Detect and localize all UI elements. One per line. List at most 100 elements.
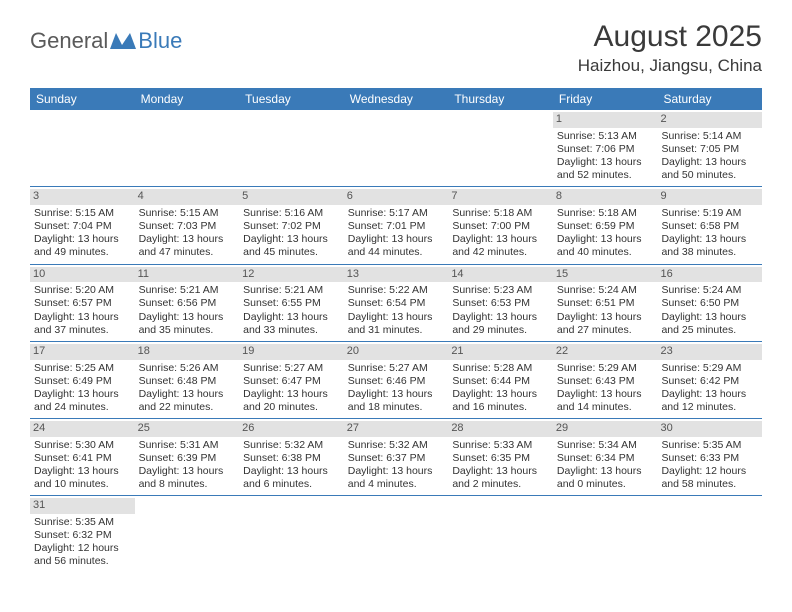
day-info-line: and 6 minutes. bbox=[243, 478, 340, 491]
day-cell: 20Sunrise: 5:27 AMSunset: 6:46 PMDayligh… bbox=[344, 342, 449, 418]
day-cell: . bbox=[239, 110, 344, 186]
day-info-line: Sunset: 6:38 PM bbox=[243, 452, 340, 465]
day-info-line: and 18 minutes. bbox=[348, 401, 445, 414]
day-info-line: Sunrise: 5:14 AM bbox=[661, 130, 758, 143]
day-number: 12 bbox=[239, 267, 344, 283]
day-info-line: Sunset: 6:56 PM bbox=[139, 297, 236, 310]
day-info-line: Sunrise: 5:29 AM bbox=[557, 362, 654, 375]
day-info-line: Daylight: 13 hours bbox=[243, 388, 340, 401]
day-info-line: Daylight: 13 hours bbox=[243, 311, 340, 324]
day-info-line: Daylight: 13 hours bbox=[139, 233, 236, 246]
day-info-line: and 33 minutes. bbox=[243, 324, 340, 337]
day-info-line: Sunset: 7:06 PM bbox=[557, 143, 654, 156]
day-info-line: Daylight: 13 hours bbox=[452, 465, 549, 478]
day-info-line: Sunset: 6:51 PM bbox=[557, 297, 654, 310]
day-cell: 19Sunrise: 5:27 AMSunset: 6:47 PMDayligh… bbox=[239, 342, 344, 418]
day-info-line: Sunrise: 5:30 AM bbox=[34, 439, 131, 452]
day-cell: 10Sunrise: 5:20 AMSunset: 6:57 PMDayligh… bbox=[30, 265, 135, 341]
week-row: 10Sunrise: 5:20 AMSunset: 6:57 PMDayligh… bbox=[30, 265, 762, 342]
day-number: 11 bbox=[135, 267, 240, 283]
day-info-line: and 40 minutes. bbox=[557, 246, 654, 259]
day-number: 10 bbox=[30, 267, 135, 283]
day-info-line: and 42 minutes. bbox=[452, 246, 549, 259]
day-info-line: Sunset: 6:33 PM bbox=[661, 452, 758, 465]
day-number: 23 bbox=[657, 344, 762, 360]
day-info-line: Sunset: 7:03 PM bbox=[139, 220, 236, 233]
day-cell: 12Sunrise: 5:21 AMSunset: 6:55 PMDayligh… bbox=[239, 265, 344, 341]
day-cell: . bbox=[448, 496, 553, 572]
day-cell: 18Sunrise: 5:26 AMSunset: 6:48 PMDayligh… bbox=[135, 342, 240, 418]
day-number: 24 bbox=[30, 421, 135, 437]
month-title: August 2025 bbox=[578, 20, 762, 54]
day-cell: 26Sunrise: 5:32 AMSunset: 6:38 PMDayligh… bbox=[239, 419, 344, 495]
day-number: 29 bbox=[553, 421, 658, 437]
title-block: August 2025 Haizhou, Jiangsu, China bbox=[578, 20, 762, 76]
day-cell: 28Sunrise: 5:33 AMSunset: 6:35 PMDayligh… bbox=[448, 419, 553, 495]
day-info-line: Sunrise: 5:13 AM bbox=[557, 130, 654, 143]
day-info-line: and 45 minutes. bbox=[243, 246, 340, 259]
brand-text-1: General bbox=[30, 28, 108, 54]
day-number: 9 bbox=[657, 189, 762, 205]
day-name: Monday bbox=[135, 88, 240, 110]
day-info-line: Daylight: 13 hours bbox=[34, 465, 131, 478]
day-info-line: Sunrise: 5:28 AM bbox=[452, 362, 549, 375]
day-info-line: Sunset: 6:53 PM bbox=[452, 297, 549, 310]
day-info-line: Sunset: 6:55 PM bbox=[243, 297, 340, 310]
day-cell: . bbox=[135, 496, 240, 572]
day-header-row: Sunday Monday Tuesday Wednesday Thursday… bbox=[30, 88, 762, 110]
day-cell: 31Sunrise: 5:35 AMSunset: 6:32 PMDayligh… bbox=[30, 496, 135, 572]
day-cell: 27Sunrise: 5:32 AMSunset: 6:37 PMDayligh… bbox=[344, 419, 449, 495]
day-info-line: Daylight: 13 hours bbox=[243, 233, 340, 246]
day-number: 13 bbox=[344, 267, 449, 283]
day-cell: . bbox=[344, 110, 449, 186]
day-name: Saturday bbox=[657, 88, 762, 110]
day-name: Thursday bbox=[448, 88, 553, 110]
day-info-line: Sunrise: 5:23 AM bbox=[452, 284, 549, 297]
day-cell: . bbox=[657, 496, 762, 572]
day-info-line: Sunrise: 5:21 AM bbox=[243, 284, 340, 297]
day-info-line: and 38 minutes. bbox=[661, 246, 758, 259]
day-cell: 22Sunrise: 5:29 AMSunset: 6:43 PMDayligh… bbox=[553, 342, 658, 418]
day-info-line: Sunset: 6:35 PM bbox=[452, 452, 549, 465]
day-cell: 15Sunrise: 5:24 AMSunset: 6:51 PMDayligh… bbox=[553, 265, 658, 341]
day-info-line: Sunrise: 5:34 AM bbox=[557, 439, 654, 452]
day-info-line: and 4 minutes. bbox=[348, 478, 445, 491]
day-info-line: Daylight: 13 hours bbox=[452, 311, 549, 324]
day-info-line: Sunset: 6:42 PM bbox=[661, 375, 758, 388]
day-info-line: and 56 minutes. bbox=[34, 555, 131, 568]
day-info-line: Daylight: 13 hours bbox=[348, 388, 445, 401]
day-cell: 29Sunrise: 5:34 AMSunset: 6:34 PMDayligh… bbox=[553, 419, 658, 495]
day-info-line: Daylight: 13 hours bbox=[139, 311, 236, 324]
day-cell: 17Sunrise: 5:25 AMSunset: 6:49 PMDayligh… bbox=[30, 342, 135, 418]
day-info-line: Sunrise: 5:31 AM bbox=[139, 439, 236, 452]
day-cell: 30Sunrise: 5:35 AMSunset: 6:33 PMDayligh… bbox=[657, 419, 762, 495]
day-info-line: and 50 minutes. bbox=[661, 169, 758, 182]
day-info-line: Sunrise: 5:16 AM bbox=[243, 207, 340, 220]
day-cell: . bbox=[448, 110, 553, 186]
day-cell: 11Sunrise: 5:21 AMSunset: 6:56 PMDayligh… bbox=[135, 265, 240, 341]
day-info-line: Daylight: 12 hours bbox=[34, 542, 131, 555]
day-info-line: Daylight: 13 hours bbox=[661, 388, 758, 401]
day-info-line: Sunrise: 5:15 AM bbox=[139, 207, 236, 220]
week-row: 31Sunrise: 5:35 AMSunset: 6:32 PMDayligh… bbox=[30, 496, 762, 572]
week-row: .....1Sunrise: 5:13 AMSunset: 7:06 PMDay… bbox=[30, 110, 762, 187]
day-info-line: and 12 minutes. bbox=[661, 401, 758, 414]
day-info-line: Sunset: 6:58 PM bbox=[661, 220, 758, 233]
day-info-line: Sunset: 6:44 PM bbox=[452, 375, 549, 388]
day-info-line: Sunrise: 5:29 AM bbox=[661, 362, 758, 375]
day-info-line: Daylight: 13 hours bbox=[452, 233, 549, 246]
day-info-line: Daylight: 13 hours bbox=[139, 465, 236, 478]
day-info-line: Daylight: 13 hours bbox=[557, 311, 654, 324]
day-info-line: Sunset: 6:43 PM bbox=[557, 375, 654, 388]
page-header: General Blue August 2025 Haizhou, Jiangs… bbox=[0, 0, 792, 84]
week-row: 3Sunrise: 5:15 AMSunset: 7:04 PMDaylight… bbox=[30, 187, 762, 264]
day-info-line: Sunrise: 5:19 AM bbox=[661, 207, 758, 220]
day-info-line: Sunset: 6:59 PM bbox=[557, 220, 654, 233]
day-info-line: Sunset: 6:32 PM bbox=[34, 529, 131, 542]
calendar-grid: Sunday Monday Tuesday Wednesday Thursday… bbox=[30, 88, 762, 573]
day-info-line: Daylight: 13 hours bbox=[139, 388, 236, 401]
day-cell: 5Sunrise: 5:16 AMSunset: 7:02 PMDaylight… bbox=[239, 187, 344, 263]
day-info-line: and 35 minutes. bbox=[139, 324, 236, 337]
day-info-line: Sunrise: 5:25 AM bbox=[34, 362, 131, 375]
day-info-line: Sunset: 7:05 PM bbox=[661, 143, 758, 156]
